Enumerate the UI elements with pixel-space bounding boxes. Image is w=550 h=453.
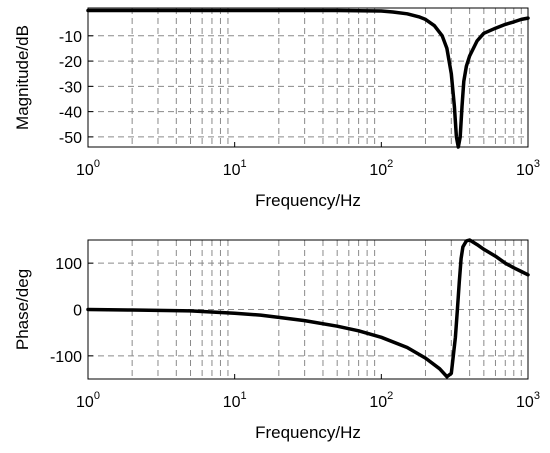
y-axis-label: Phase/deg <box>13 269 32 350</box>
x-tick-label: 102 <box>369 390 393 411</box>
x-tick-label: 103 <box>516 158 540 179</box>
data-line <box>86 8 530 149</box>
magnitude-plot: 100 101 102 103 -10 -20 -30 -40 -50 Frequency/Hz M… <box>13 7 540 210</box>
y-tick-label: -30 <box>59 79 82 96</box>
y-tick-label: -100 <box>50 349 82 366</box>
x-tick-label: 102 <box>369 158 393 179</box>
y-tick-label: -10 <box>59 29 82 46</box>
y-tick-label: -40 <box>59 105 82 122</box>
axes-frame <box>87 7 529 148</box>
grid <box>88 8 528 147</box>
x-tick-label: 101 <box>223 390 247 411</box>
phase-plot: 100 101 102 103 100 0 -100 Frequency/Hz Phase/de… <box>13 238 540 442</box>
x-tick-label: 103 <box>516 390 540 411</box>
y-tick-label: -50 <box>59 130 82 147</box>
x-axis-label: Frequency/Hz <box>255 191 361 210</box>
y-tick-label: -20 <box>59 54 82 71</box>
x-tick-label: 100 <box>76 158 100 179</box>
y-tick-label: 100 <box>55 256 82 273</box>
x-tick-label: 100 <box>76 390 100 411</box>
x-tick-label: 101 <box>223 158 247 179</box>
y-axis-label: Magnitude/dB <box>13 25 32 130</box>
x-axis-label: Frequency/Hz <box>255 423 361 442</box>
y-tick-label: 0 <box>73 303 82 320</box>
data-line <box>86 238 530 379</box>
